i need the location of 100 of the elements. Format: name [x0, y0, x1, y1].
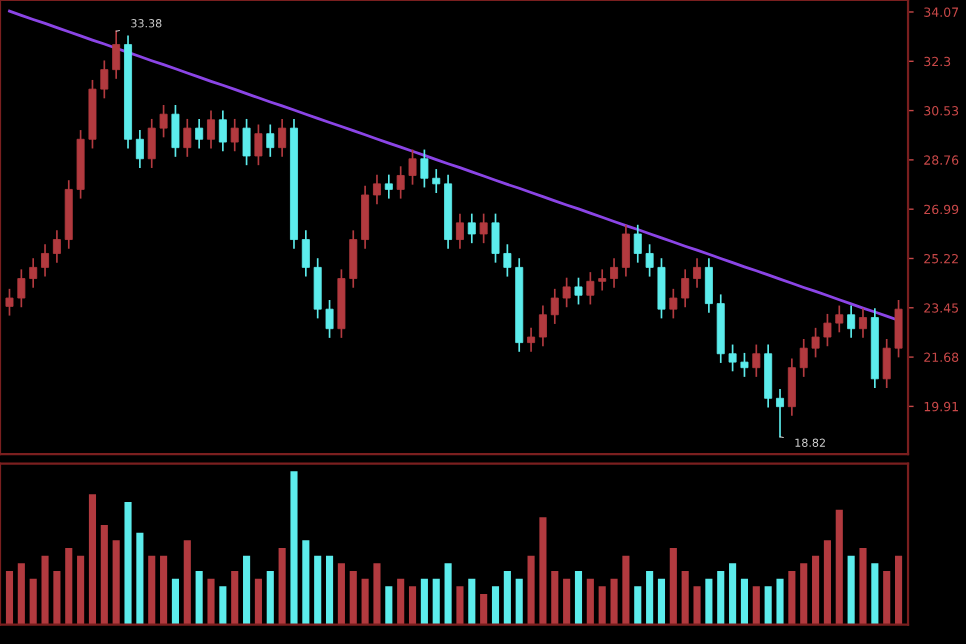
- candlestick: [467, 213, 476, 244]
- bar: [883, 571, 891, 625]
- bar: [788, 571, 796, 625]
- bar: [729, 563, 737, 625]
- bar: [5, 571, 14, 625]
- bar: [634, 586, 642, 625]
- bar: [657, 578, 666, 625]
- bar: [325, 555, 334, 625]
- bar: [183, 540, 191, 625]
- candlestick: [527, 327, 536, 352]
- bar: [669, 548, 677, 625]
- bar: [243, 555, 251, 625]
- bar: [539, 517, 547, 625]
- bar: [397, 578, 405, 625]
- candlestick: [455, 213, 464, 249]
- bar: [408, 586, 417, 625]
- candlestick: [242, 118, 251, 166]
- bar: [598, 586, 606, 625]
- bar: [610, 578, 618, 625]
- candlestick: [574, 277, 583, 305]
- bar: [100, 525, 108, 625]
- bar: [373, 563, 381, 625]
- bar: [148, 555, 156, 625]
- bar: [254, 578, 262, 625]
- candlestick: [207, 110, 215, 149]
- bar: [444, 563, 452, 625]
- candlestick: [776, 389, 784, 438]
- bar: [515, 578, 523, 625]
- candlestick: [693, 258, 702, 288]
- bar: [503, 571, 511, 625]
- bar: [41, 555, 49, 625]
- bar: [136, 532, 144, 625]
- bar: [823, 540, 831, 625]
- candlestick: [218, 110, 227, 152]
- candlestick: [52, 230, 61, 263]
- bar: [112, 540, 120, 625]
- bar: [53, 571, 61, 625]
- candlestick: [195, 118, 204, 149]
- bar: [432, 578, 440, 625]
- bar: [231, 571, 239, 625]
- bar: [456, 586, 464, 625]
- bar: [764, 586, 772, 625]
- candlestick: [479, 213, 488, 244]
- candlestick: [787, 358, 796, 416]
- bar: [752, 586, 760, 625]
- bar: [859, 548, 867, 625]
- candlestick: [847, 305, 856, 338]
- bar: [563, 578, 571, 625]
- bar: [219, 586, 227, 625]
- bar: [693, 586, 701, 625]
- bar: [705, 578, 713, 625]
- bar: [574, 571, 583, 625]
- candlestick: [621, 224, 630, 277]
- bar: [77, 555, 85, 625]
- candlestick: [752, 344, 761, 377]
- bar: [290, 471, 298, 625]
- bar: [361, 578, 369, 625]
- candlestick: [372, 174, 381, 205]
- bar: [420, 578, 428, 625]
- bar: [491, 586, 500, 625]
- bar: [124, 502, 132, 625]
- bar: [622, 555, 630, 625]
- bar: [65, 548, 73, 625]
- candlestick: [859, 308, 867, 338]
- bar: [160, 555, 168, 625]
- bar: [349, 571, 357, 625]
- candlestick: [135, 130, 144, 168]
- bar: [776, 578, 784, 625]
- candlestick: [41, 244, 50, 277]
- bar: [871, 563, 879, 625]
- bar: [207, 578, 215, 625]
- candlestick: [171, 105, 180, 157]
- bar: [586, 578, 594, 625]
- bar: [29, 578, 37, 625]
- candlestick: [183, 118, 192, 157]
- bar: [800, 563, 808, 625]
- bar: [812, 555, 820, 625]
- bar: [740, 578, 749, 625]
- bar: [681, 571, 689, 625]
- candlestick: [384, 174, 393, 199]
- candlestick: [764, 344, 773, 408]
- bar: [17, 563, 25, 625]
- bar: [468, 578, 476, 625]
- bar: [527, 555, 535, 625]
- candlestick: [254, 124, 263, 166]
- bar: [171, 578, 179, 625]
- bar: [266, 571, 274, 625]
- bar: [314, 555, 322, 625]
- bar: [835, 509, 843, 625]
- candlestick: [278, 118, 287, 157]
- bar: [895, 555, 903, 625]
- bar: [847, 555, 855, 625]
- bar: [302, 540, 310, 625]
- candlestick: [704, 258, 713, 313]
- bar: [385, 586, 393, 625]
- bar: [278, 548, 286, 625]
- candlestick: [361, 185, 370, 249]
- bar: [646, 571, 654, 625]
- bar: [195, 571, 203, 625]
- bar: [88, 494, 97, 625]
